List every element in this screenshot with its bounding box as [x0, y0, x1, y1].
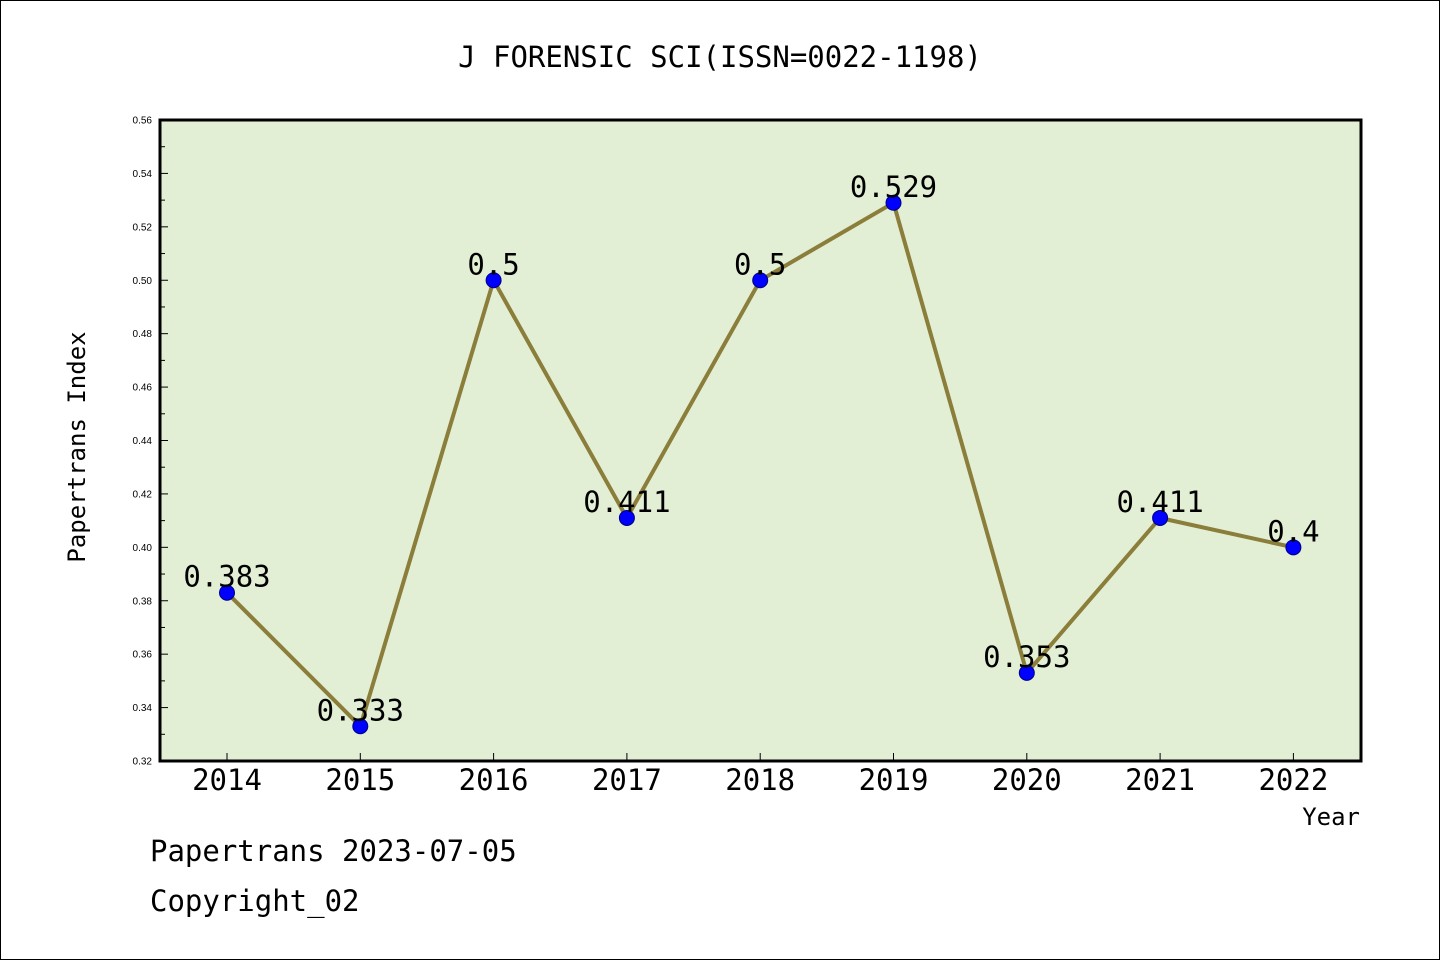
y-tick-label: 0.50 — [133, 276, 153, 287]
chart-title: J FORENSIC SCI(ISSN=0022-1198) — [458, 40, 982, 74]
data-point — [1285, 539, 1302, 556]
y-tick-label: 0.38 — [133, 596, 153, 607]
x-tick-label: 2017 — [592, 763, 662, 797]
x-tick-label: 2016 — [459, 763, 529, 797]
data-point — [752, 272, 769, 289]
x-tick-label: 2021 — [1125, 763, 1195, 797]
data-label: 0.333 — [317, 693, 404, 727]
x-axis-label: Year — [1302, 803, 1360, 831]
x-tick-label: 2015 — [325, 763, 395, 797]
data-labels: 0.383 0.333 0.5 0.411 0.5 0.529 0.353 0.411 0.4 — [183, 170, 1319, 727]
data-points — [219, 194, 1302, 735]
data-label: 0.411 — [583, 485, 670, 519]
footer-date: Papertrans 2023-07-05 — [150, 834, 517, 868]
data-point — [1018, 664, 1035, 681]
y-tick-label: 0.34 — [133, 703, 153, 714]
data-point — [1152, 509, 1169, 526]
axis-ticks: 0.320.340.360.380.400.420.440.460.480.50… — [133, 116, 1329, 798]
y-tick-label: 0.56 — [133, 116, 153, 127]
x-tick-label: 2020 — [992, 763, 1062, 797]
y-tick-label: 0.48 — [133, 329, 153, 340]
plot-area — [158, 118, 1363, 763]
data-label: 0.353 — [983, 640, 1070, 674]
data-label: 0.383 — [183, 560, 270, 594]
data-point — [885, 194, 902, 211]
data-point — [618, 509, 635, 526]
y-tick-label: 0.46 — [133, 383, 153, 394]
y-tick-label: 0.42 — [133, 489, 153, 500]
x-tick-label: 2018 — [725, 763, 795, 797]
x-tick-label: 2022 — [1258, 763, 1328, 797]
data-point — [485, 272, 502, 289]
y-tick-label: 0.40 — [133, 543, 153, 554]
y-tick-label: 0.52 — [133, 222, 153, 233]
data-point — [352, 718, 369, 735]
data-label: 0.5 — [734, 247, 786, 281]
footer-copyright: Copyright_02 — [150, 884, 360, 918]
y-tick-label: 0.36 — [133, 650, 153, 661]
data-label: 0.411 — [1116, 485, 1203, 519]
y-tick-label: 0.44 — [133, 436, 153, 447]
y-tick-label: 0.32 — [133, 757, 153, 768]
data-label: 0.4 — [1267, 514, 1319, 548]
x-tick-label: 2019 — [859, 763, 929, 797]
y-tick-label: 0.54 — [133, 169, 153, 180]
y-axis-label: Papertrans Index — [63, 331, 91, 562]
data-label: 0.5 — [467, 247, 519, 281]
data-point — [219, 584, 235, 601]
x-tick-label: 2014 — [192, 763, 262, 797]
data-label: 0.529 — [850, 170, 937, 204]
